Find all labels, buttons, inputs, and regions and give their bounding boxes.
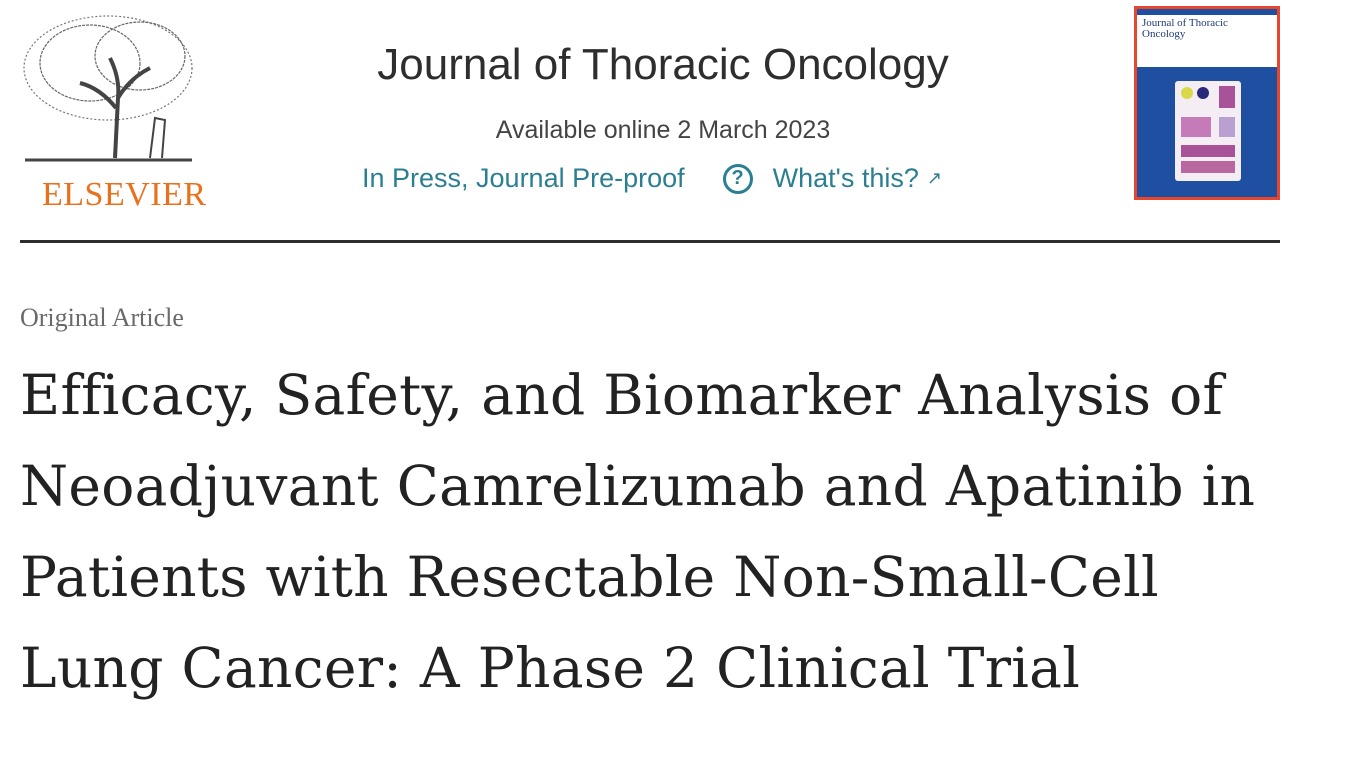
external-link-icon: ↗ — [926, 168, 942, 188]
article-title: Efficacy, Safety, and Biomarker Analysis… — [20, 363, 1256, 700]
article-status: In Press, Journal Pre-proof — [362, 163, 685, 193]
cover-image — [1175, 81, 1241, 181]
elsevier-wordmark: ELSEVIER — [42, 176, 207, 213]
article-type: Original Article — [20, 303, 184, 332]
question-circle-icon[interactable]: ? — [722, 163, 753, 194]
header-divider — [20, 240, 1280, 243]
article-status-row: In Press, Journal Pre-proof ? What's thi… — [362, 163, 942, 194]
whats-this-link[interactable]: What's this? — [772, 163, 919, 193]
tree-icon — [23, 15, 193, 162]
journal-title[interactable]: Journal of Thoracic Oncology — [377, 40, 949, 89]
availability-date: Available online 2 March 2023 — [495, 116, 831, 144]
elsevier-logo[interactable]: ELSEVIER — [20, 8, 206, 213]
journal-cover[interactable]: Journal of Thoracic Oncology — [1134, 6, 1280, 200]
cover-title: Journal of Thoracic Oncology — [1137, 15, 1277, 67]
